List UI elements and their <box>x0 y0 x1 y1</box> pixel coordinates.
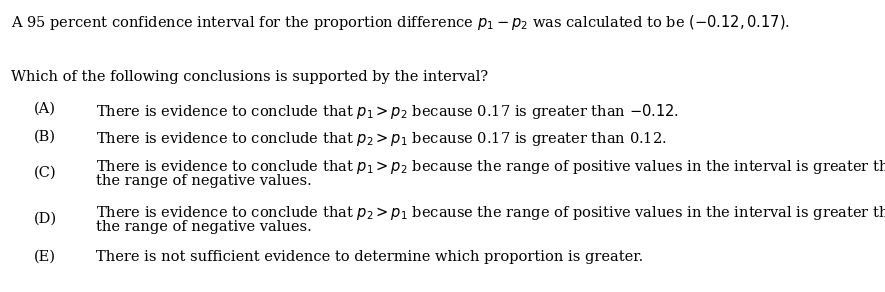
Text: (B): (B) <box>34 130 56 144</box>
Text: There is evidence to conclude that $p_1 > p_2$ because 0.17 is greater than $-0.: There is evidence to conclude that $p_1 … <box>96 102 679 121</box>
Text: A 95 percent confidence interval for the proportion difference $p_1 - p_2$ was c: A 95 percent confidence interval for the… <box>11 13 789 32</box>
Text: (D): (D) <box>34 212 57 226</box>
Text: There is not sufficient evidence to determine which proportion is greater.: There is not sufficient evidence to dete… <box>96 250 643 264</box>
Text: (A): (A) <box>34 102 56 116</box>
Text: (C): (C) <box>34 166 57 180</box>
Text: the range of negative values.: the range of negative values. <box>96 174 312 188</box>
Text: Which of the following conclusions is supported by the interval?: Which of the following conclusions is su… <box>11 70 488 84</box>
Text: There is evidence to conclude that $p_2 > p_1$ because 0.17 is greater than 0.12: There is evidence to conclude that $p_2 … <box>96 130 666 148</box>
Text: There is evidence to conclude that $p_2 > p_1$ because the range of positive val: There is evidence to conclude that $p_2 … <box>96 204 885 222</box>
Text: the range of negative values.: the range of negative values. <box>96 220 312 234</box>
Text: (E): (E) <box>34 250 56 264</box>
Text: There is evidence to conclude that $p_1 > p_2$ because the range of positive val: There is evidence to conclude that $p_1 … <box>96 158 885 176</box>
